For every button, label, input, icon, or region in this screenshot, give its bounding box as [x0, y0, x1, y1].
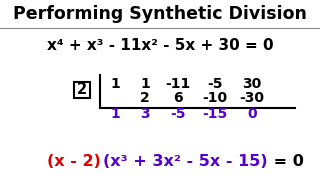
Text: -10: -10	[203, 91, 228, 105]
Text: (x - 2): (x - 2)	[47, 154, 101, 170]
Text: 30: 30	[242, 77, 262, 91]
Text: 1: 1	[110, 77, 120, 91]
Text: -5: -5	[170, 107, 186, 121]
Text: x⁴ + x³ - 11x² - 5x + 30 = 0: x⁴ + x³ - 11x² - 5x + 30 = 0	[47, 39, 273, 53]
Text: 0: 0	[247, 107, 257, 121]
Text: -11: -11	[165, 77, 191, 91]
Text: Performing Synthetic Division: Performing Synthetic Division	[13, 5, 307, 23]
Text: 6: 6	[173, 91, 183, 105]
Text: 2: 2	[77, 82, 87, 98]
Text: -5: -5	[207, 77, 223, 91]
Text: -15: -15	[202, 107, 228, 121]
Text: -30: -30	[239, 91, 265, 105]
Text: = 0: = 0	[268, 154, 304, 170]
Text: 2: 2	[140, 91, 150, 105]
Text: (x³ + 3x² - 5x - 15): (x³ + 3x² - 5x - 15)	[103, 154, 268, 170]
Text: 1: 1	[140, 77, 150, 91]
Text: 1: 1	[110, 107, 120, 121]
Text: 3: 3	[140, 107, 150, 121]
